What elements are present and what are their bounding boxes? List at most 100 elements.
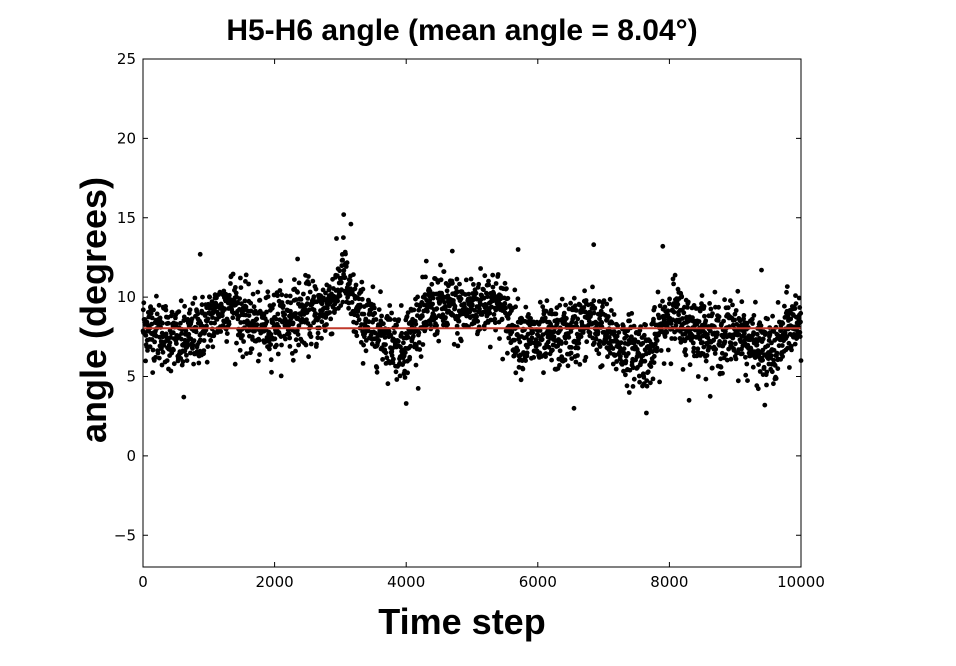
data-point [546,344,552,350]
data-point [144,344,150,350]
data-point [571,405,577,411]
data-point [555,320,560,326]
data-point [775,300,781,305]
data-point [770,313,775,319]
data-point [483,303,489,309]
data-point [209,299,215,304]
data-point [662,334,668,339]
data-point [337,293,343,299]
data-point [696,319,702,324]
data-point [621,346,627,352]
data-point [513,304,518,310]
data-point [475,318,481,324]
data-point [769,340,774,346]
data-point [313,286,319,292]
data-point [327,284,332,290]
data-point [754,342,760,348]
data-point [733,341,738,347]
data-point [451,341,457,347]
data-point [784,334,790,339]
data-point [667,296,672,302]
x-tick-label: 0 [138,573,148,591]
data-point [268,342,274,347]
data-point [168,368,174,374]
data-point [423,274,428,280]
data-point [293,311,299,316]
data-point [230,271,236,277]
data-point [359,279,365,285]
data-point [543,351,549,357]
data-point [641,374,647,380]
data-point [757,369,763,374]
data-point [348,221,354,227]
data-point [252,328,257,334]
data-point [587,330,593,336]
data-point [793,301,799,306]
data-point [563,302,568,308]
data-point [625,351,631,356]
data-point [764,369,770,375]
data-point [307,289,313,295]
data-point [311,294,317,299]
data-point [561,310,567,316]
data-point [654,338,660,343]
data-point [156,302,162,308]
data-point [605,354,610,360]
data-point [771,381,776,387]
data-point [768,353,774,358]
data-point [287,293,293,299]
data-point [611,329,617,334]
data-point [403,401,409,406]
data-point [294,328,300,333]
data-point [306,274,311,279]
data-point [750,321,755,326]
data-point [380,357,385,362]
data-point [763,330,769,336]
data-point [658,348,664,353]
data-point [715,318,721,323]
data-point [228,281,233,286]
data-point [600,304,605,310]
data-point [277,288,283,293]
data-point [319,301,325,307]
x-tick-label: 10000 [777,573,825,591]
data-point [784,284,790,289]
data-point [722,297,727,303]
data-point [609,320,615,326]
data-point [161,343,167,348]
data-point [657,303,663,309]
data-point [730,302,735,308]
data-point [675,302,681,307]
data-point [178,298,184,304]
data-point [233,290,239,296]
data-point [208,338,214,343]
data-point [518,377,524,383]
data-point [196,360,202,366]
data-point [575,316,581,322]
data-point [233,285,238,290]
data-point [296,280,302,286]
data-point [457,281,462,287]
data-point [735,378,741,384]
data-point [751,330,756,335]
data-point [468,276,474,282]
data-point [388,332,394,338]
data-point [292,277,297,282]
data-point [296,323,302,329]
data-point [351,272,356,277]
data-point [268,357,274,363]
data-point [141,300,147,306]
data-point [765,316,770,322]
data-point [246,281,252,287]
data-point [733,308,739,313]
data-point [654,345,660,351]
data-point [370,284,376,290]
data-point [290,357,296,363]
data-point [335,298,340,304]
data-point [213,300,219,306]
data-point [665,308,671,314]
data-point [742,330,747,336]
data-point [296,342,301,348]
data-point [207,294,213,300]
data-point [491,312,497,317]
